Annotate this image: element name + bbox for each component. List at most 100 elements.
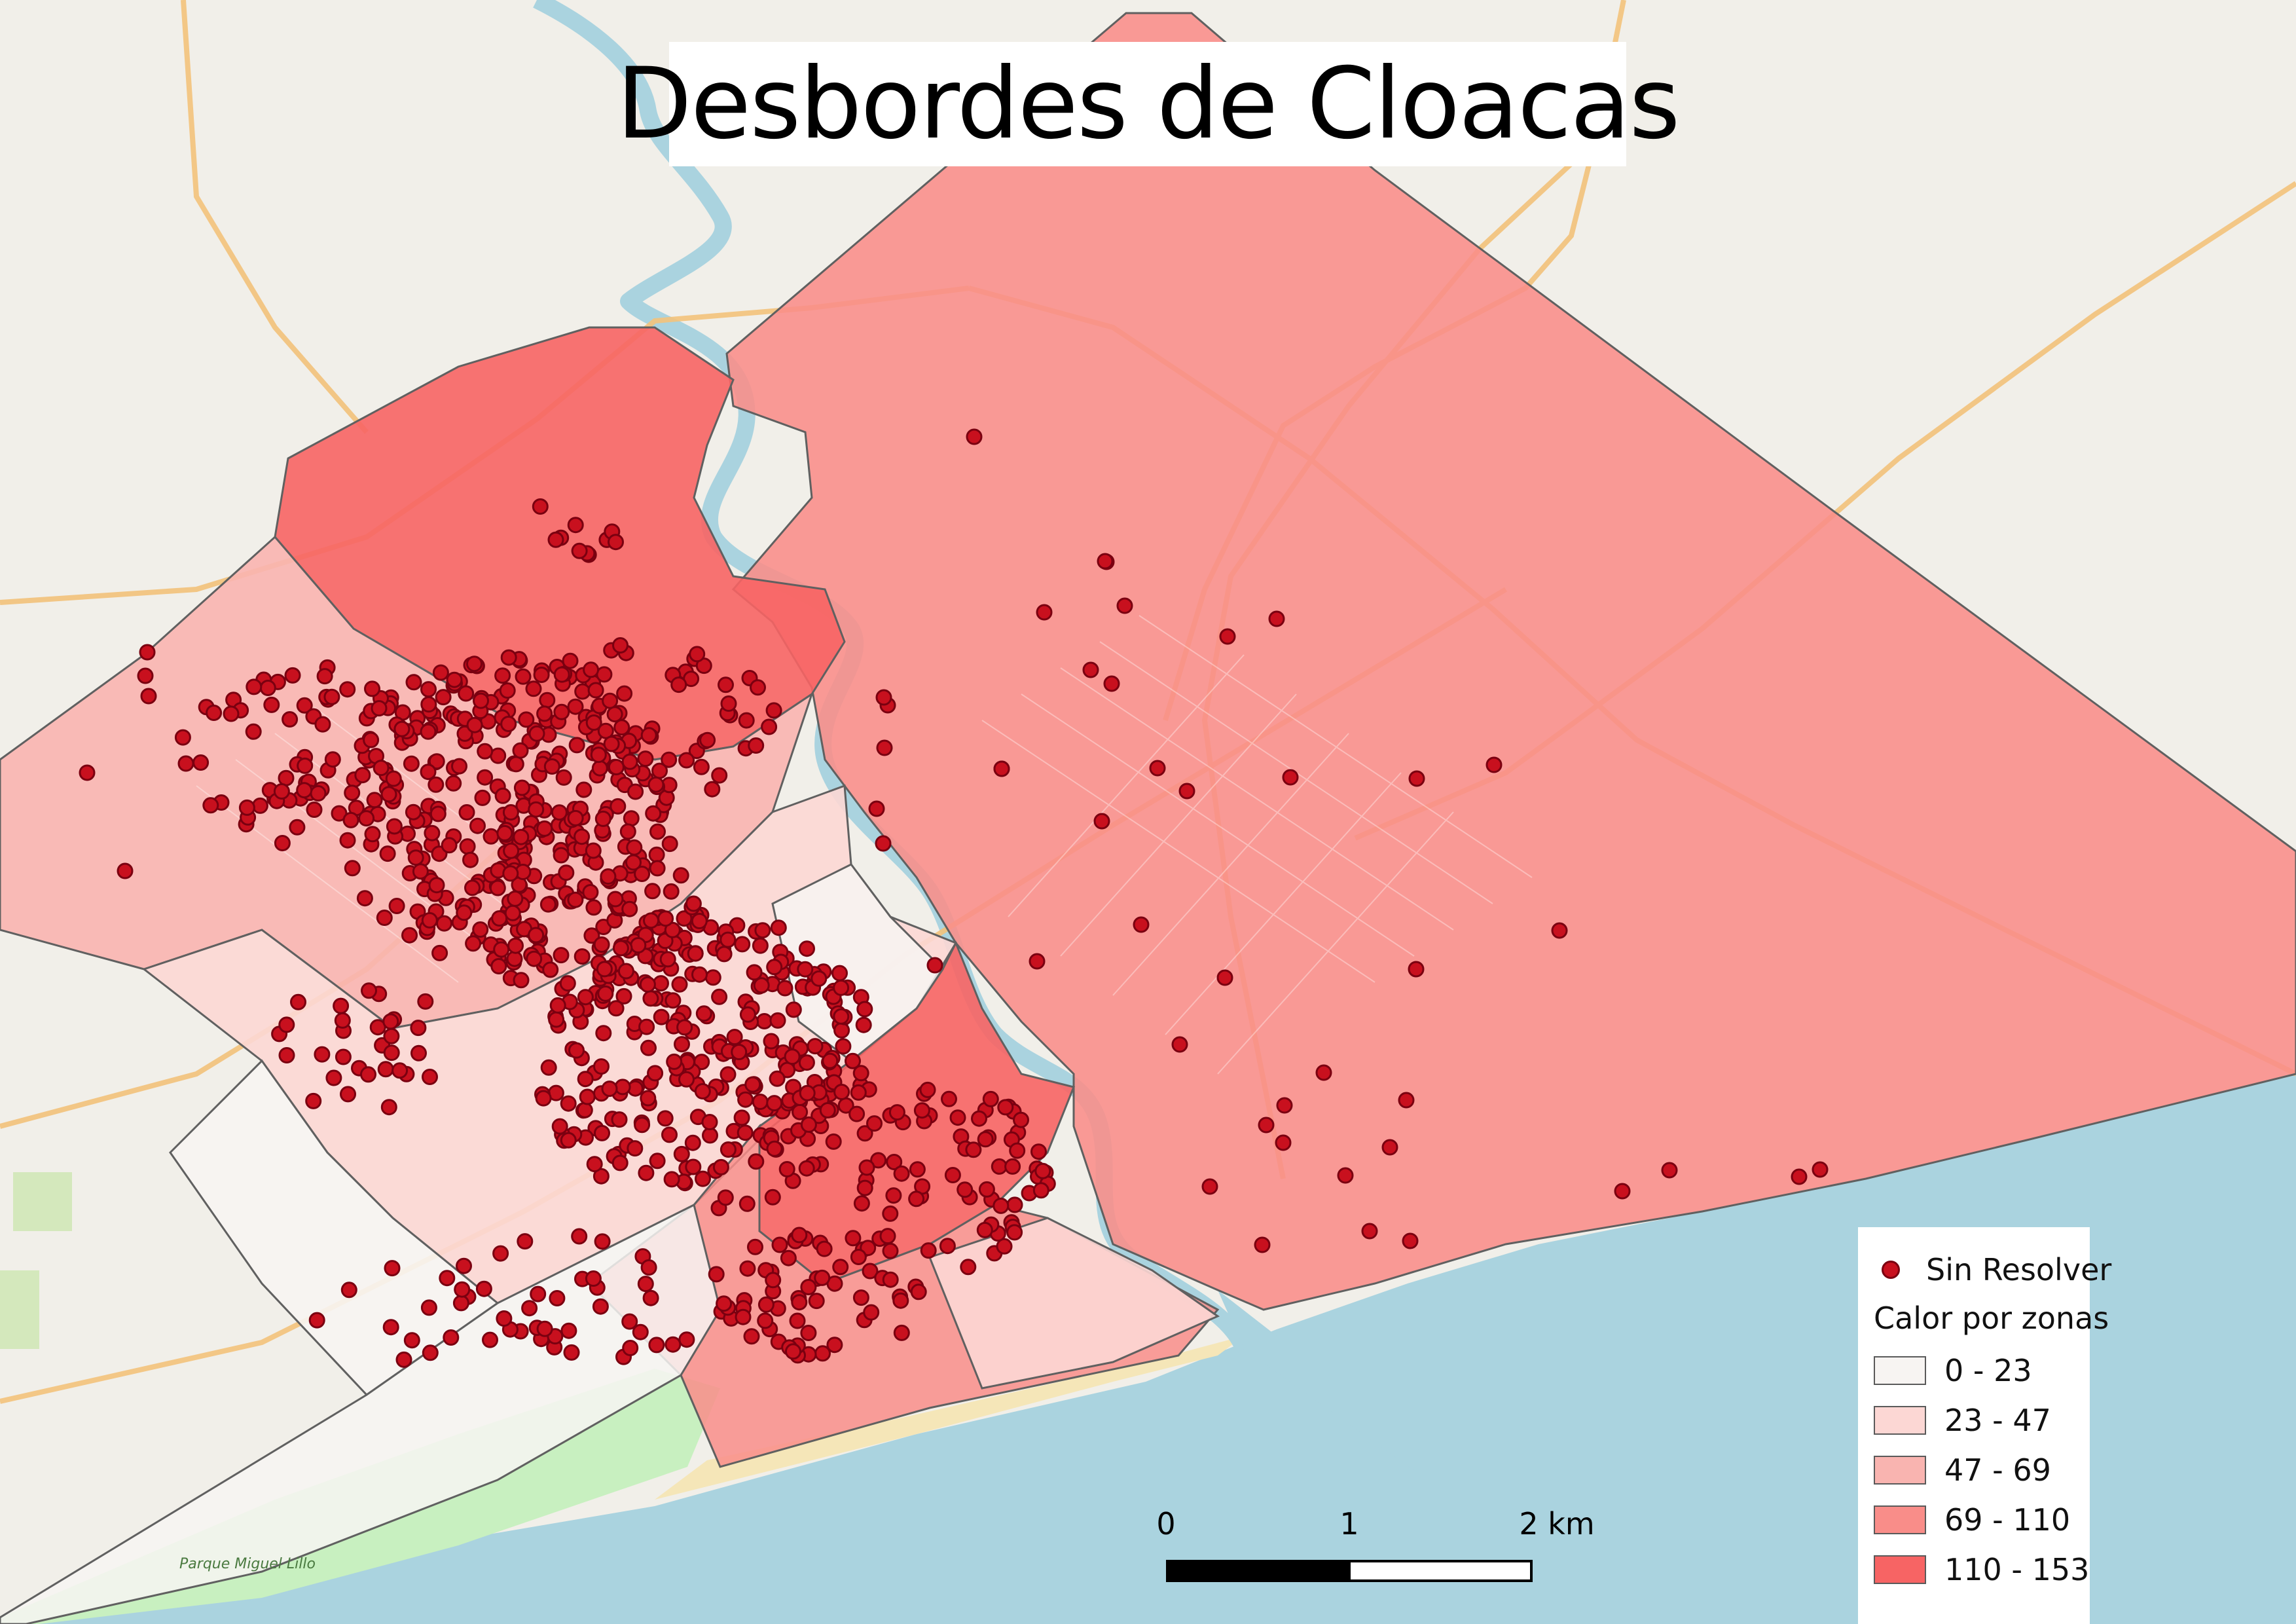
sin-resolver-point: [607, 891, 624, 908]
sin-resolver-point: [766, 1140, 783, 1157]
sin-resolver-point: [663, 883, 680, 900]
sin-resolver-point: [674, 1036, 690, 1053]
sin-resolver-point: [694, 1083, 711, 1099]
sin-resolver-point: [676, 910, 693, 927]
sin-resolver-point: [551, 1118, 568, 1135]
legend-class-row: 110 - 153: [1874, 1552, 2089, 1587]
sin-resolver-point: [638, 1018, 655, 1035]
sin-resolver-point: [845, 1230, 862, 1247]
sin-resolver-point: [764, 1189, 781, 1206]
sin-resolver-point: [664, 921, 681, 938]
sin-resolver-point: [608, 534, 624, 551]
sin-resolver-point: [882, 1271, 899, 1288]
sin-resolver-point: [1485, 756, 1503, 773]
sin-resolver-point: [1103, 675, 1120, 692]
sin-resolver-point: [756, 1013, 773, 1029]
sin-resolver-point: [585, 899, 602, 916]
sin-resolver-point: [852, 1289, 869, 1306]
sin-resolver-point: [382, 1319, 399, 1336]
legend-swatch: [1874, 1505, 1926, 1534]
sin-resolver-point: [507, 756, 524, 773]
sin-resolver-point: [621, 1313, 638, 1330]
sin-resolver-point: [612, 637, 629, 654]
sin-resolver-point: [503, 842, 520, 859]
scale-label-1: 1: [1339, 1506, 1359, 1541]
sin-resolver-point: [79, 764, 96, 781]
sin-resolver-point: [238, 799, 255, 816]
sin-resolver-point: [278, 1047, 295, 1063]
sin-resolver-point: [441, 837, 458, 854]
sin-resolver-point: [507, 937, 524, 954]
sin-resolver-point: [642, 990, 659, 1007]
sin-resolver-point: [708, 1266, 725, 1283]
sin-resolver-point: [971, 1110, 987, 1127]
legend-swatch: [1874, 1356, 1926, 1385]
sin-resolver-point: [752, 1094, 769, 1110]
sin-resolver-point: [574, 683, 591, 700]
sin-resolver-point: [711, 767, 728, 784]
sin-resolver-point: [908, 1190, 925, 1208]
zone-0-23-south: [0, 1203, 721, 1624]
sin-resolver-point: [875, 835, 892, 852]
sin-resolver-point: [747, 1238, 763, 1255]
sin-resolver-point: [340, 1282, 357, 1299]
map-legend: Sin Resolver Calor por zonas 0 - 23 23 -…: [1858, 1227, 2111, 1624]
sin-resolver-point: [567, 698, 584, 715]
sin-resolver-point: [960, 1259, 977, 1276]
sin-resolver-point: [689, 646, 706, 663]
sin-resolver-point: [791, 1227, 808, 1244]
sin-resolver-point: [608, 759, 625, 775]
sin-resolver-point: [611, 1154, 629, 1172]
sin-resolver-point: [886, 1154, 903, 1170]
sin-resolver-point: [560, 1095, 577, 1112]
sin-resolver-point: [363, 731, 380, 748]
sin-resolver-point: [428, 877, 445, 894]
sin-resolver-point: [640, 1090, 657, 1107]
sin-resolver-point: [1216, 969, 1233, 986]
sin-resolver-point: [535, 1090, 552, 1107]
sin-resolver-point: [875, 689, 892, 706]
sin-resolver-point: [769, 1012, 786, 1029]
sin-resolver-point: [500, 716, 517, 732]
sin-resolver-point: [622, 1340, 639, 1356]
sin-resolver-point: [750, 679, 766, 696]
sin-resolver-point: [472, 921, 489, 938]
sin-resolver-point: [670, 676, 687, 693]
sin-resolver-point: [526, 950, 543, 967]
sin-resolver-point: [1032, 1182, 1049, 1199]
sin-resolver-point: [614, 1079, 631, 1096]
sin-resolver-point: [638, 1164, 655, 1181]
sin-resolver-point: [649, 860, 666, 877]
sin-resolver-point: [608, 1000, 625, 1017]
sin-resolver-point: [789, 1312, 806, 1329]
sin-resolver-point: [577, 1071, 594, 1088]
sin-resolver-point: [737, 1124, 754, 1141]
sin-resolver-point: [489, 879, 506, 896]
sin-resolver-point: [893, 1165, 910, 1182]
sin-resolver-point: [665, 992, 682, 1009]
sin-resolver-point: [536, 820, 553, 837]
sin-resolver-point: [432, 664, 449, 681]
sin-resolver-point: [420, 681, 437, 698]
sin-resolver-point: [274, 835, 291, 851]
sin-resolver-point: [436, 915, 452, 932]
sin-resolver-point: [616, 685, 633, 702]
sin-resolver-point: [753, 977, 770, 994]
sin-resolver-point: [717, 1189, 734, 1206]
sin-resolver-point: [1097, 553, 1114, 570]
sin-resolver-point: [483, 828, 500, 845]
sin-resolver-point: [593, 936, 610, 953]
sin-resolver-point: [766, 959, 783, 976]
sin-resolver-point: [1551, 922, 1568, 939]
sin-resolver-point: [763, 1033, 780, 1050]
sin-resolver-point: [559, 975, 576, 992]
sin-resolver-point: [648, 1337, 665, 1354]
sin-resolver-point: [676, 1019, 693, 1036]
sin-resolver-point: [586, 1156, 603, 1173]
sin-resolver-point: [799, 1084, 816, 1101]
sin-resolver-point: [678, 752, 695, 769]
sin-resolver-point: [957, 1181, 974, 1198]
sin-resolver-point: [429, 805, 446, 822]
sin-resolver-point: [410, 1044, 427, 1061]
